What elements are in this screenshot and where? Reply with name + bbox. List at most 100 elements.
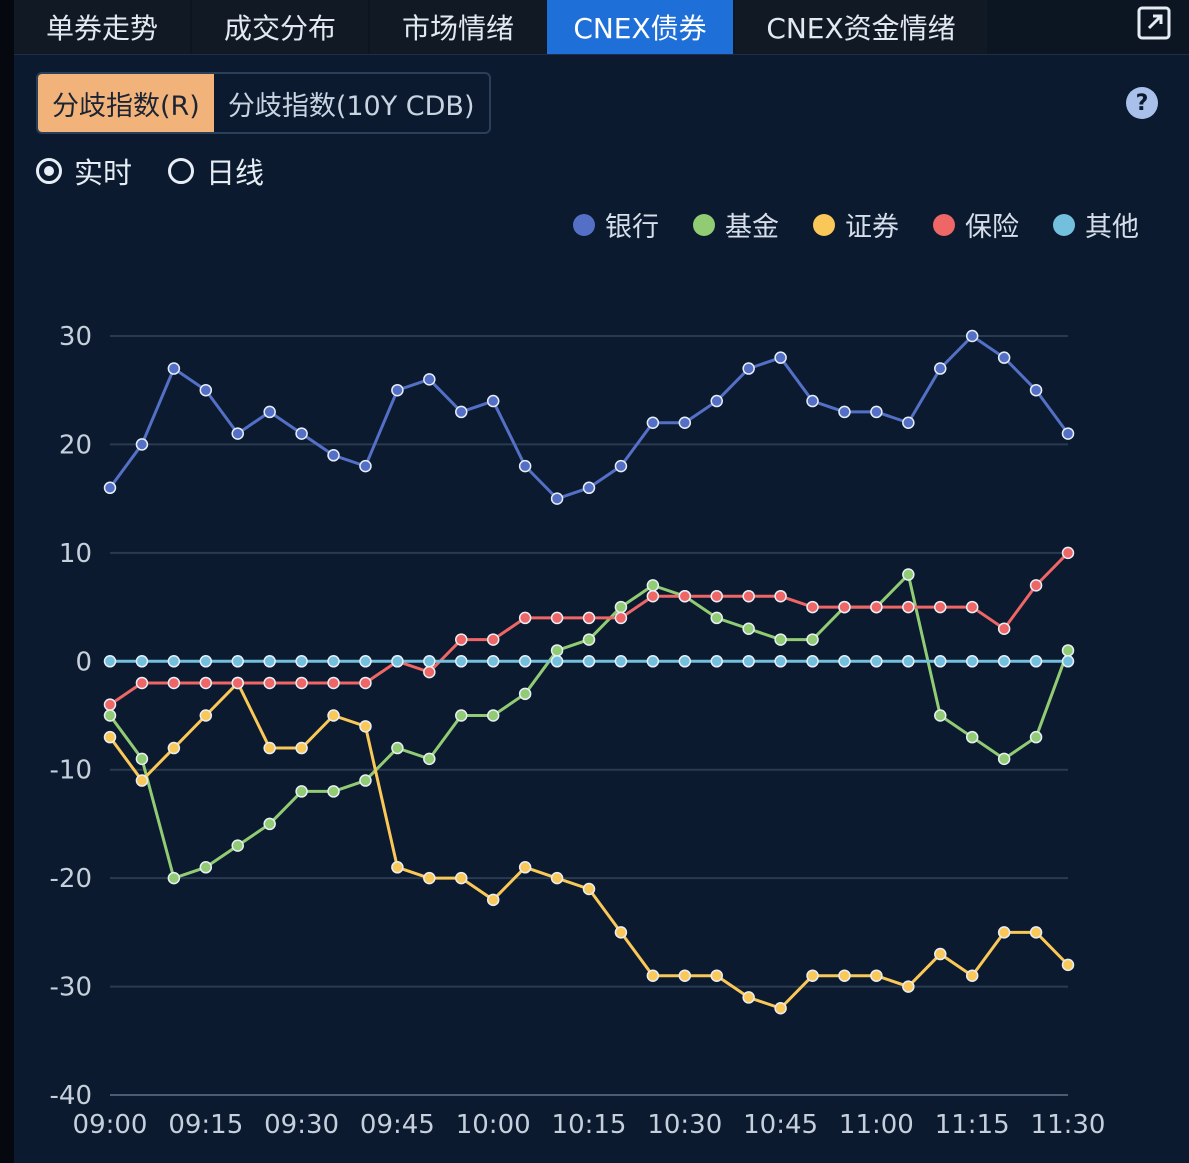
data-point: [870, 655, 883, 668]
tab-single-bond-trend[interactable]: 单券走势: [14, 0, 190, 54]
data-point: [423, 665, 436, 679]
data-point: [965, 730, 979, 744]
data-point: [295, 785, 308, 798]
data-point: [902, 980, 915, 993]
x-tick-label: 09:15: [168, 1110, 243, 1140]
data-point: [103, 730, 117, 744]
radio-checked-icon: [36, 158, 62, 184]
data-point: [1029, 383, 1043, 397]
legend-item[interactable]: 保险: [933, 205, 1019, 244]
data-point: [838, 600, 851, 614]
x-tick-label: 11:00: [839, 1110, 914, 1140]
data-point: [614, 459, 628, 473]
data-point: [965, 600, 979, 614]
data-point: [359, 676, 372, 690]
radio-realtime[interactable]: 实时: [36, 150, 132, 192]
tab-market-sentiment[interactable]: 市场情绪: [370, 0, 546, 54]
data-point: [167, 871, 181, 885]
expand-icon[interactable]: [1137, 6, 1171, 40]
data-point: [167, 655, 181, 668]
data-point: [742, 991, 755, 1004]
data-point: [231, 427, 244, 440]
period-radio-group: 实时 日线: [36, 150, 300, 192]
data-point: [391, 383, 404, 397]
tab-cnex-funding-sentiment[interactable]: CNEX资金情绪: [735, 0, 987, 54]
data-point: [678, 969, 692, 982]
data-point: [838, 405, 851, 419]
data-point: [902, 600, 915, 614]
legend-color-icon: [813, 213, 835, 236]
data-point: [550, 871, 564, 885]
data-point: [518, 655, 532, 668]
data-point: [678, 416, 692, 429]
data-point: [103, 481, 117, 495]
data-point: [455, 633, 468, 646]
data-point: [135, 752, 149, 766]
data-point: [359, 459, 372, 473]
data-point: [518, 861, 532, 874]
tab-trade-distribution[interactable]: 成交分布: [192, 0, 368, 54]
legend-item[interactable]: 其他: [1053, 205, 1139, 244]
legend-label: 证券: [845, 212, 899, 243]
data-point: [934, 600, 947, 614]
data-point: [646, 589, 660, 603]
data-point: [806, 394, 819, 408]
data-point: [455, 655, 468, 668]
data-point: [870, 600, 883, 614]
data-point: [135, 655, 149, 668]
radio-daily[interactable]: 日线: [168, 150, 264, 192]
x-tick-label: 09:30: [264, 1110, 339, 1140]
data-point: [167, 362, 181, 375]
data-point: [1029, 926, 1043, 939]
data-point: [997, 351, 1011, 364]
data-point: [486, 394, 500, 408]
help-icon[interactable]: ?: [1126, 87, 1158, 119]
legend-item[interactable]: 银行: [573, 205, 659, 244]
y-tick-label: 30: [59, 322, 92, 352]
legend-label: 银行: [605, 212, 659, 243]
data-point: [1029, 730, 1043, 744]
data-point: [646, 579, 660, 592]
data-point: [1061, 427, 1075, 440]
data-point: [1029, 579, 1043, 592]
x-tick-label: 09:00: [73, 1110, 148, 1140]
data-point: [199, 709, 213, 722]
legend-color-icon: [693, 213, 715, 236]
legend-label: 其他: [1085, 212, 1139, 243]
data-point: [263, 741, 276, 755]
data-point: [710, 589, 723, 603]
data-point: [678, 655, 692, 668]
data-point: [934, 362, 947, 375]
y-tick-label: 20: [59, 430, 92, 460]
data-point: [934, 655, 947, 668]
data-point: [646, 655, 660, 668]
segment-divergence-index-r[interactable]: 分歧指数(R): [38, 74, 214, 132]
data-point: [486, 893, 500, 907]
data-point: [167, 741, 181, 755]
data-point: [423, 871, 436, 885]
legend-item[interactable]: 证券: [813, 205, 899, 244]
data-point: [582, 611, 596, 625]
legend-item[interactable]: 基金: [693, 205, 779, 244]
radio-unchecked-icon: [168, 158, 195, 184]
data-point: [774, 1002, 787, 1015]
data-point: [806, 655, 819, 668]
x-tick-label: 10:15: [552, 1110, 627, 1140]
data-point: [135, 774, 149, 787]
chart-legend: 银行 基金 证券 保险 其他: [539, 205, 1139, 244]
data-point: [263, 405, 276, 419]
data-point: [327, 655, 340, 668]
segment-divergence-index-10y-cdb[interactable]: 分歧指数(10Y CDB): [227, 90, 475, 122]
tab-cnex-bond[interactable]: CNEX债券: [547, 0, 733, 54]
y-tick-label: 0: [75, 647, 92, 677]
legend-color-icon: [933, 213, 955, 236]
data-point: [806, 969, 819, 982]
data-point: [678, 589, 692, 603]
data-point: [582, 481, 596, 495]
data-point: [486, 655, 500, 668]
data-point: [167, 676, 181, 690]
y-tick-label: -40: [50, 1081, 92, 1111]
data-point: [870, 969, 883, 982]
x-tick-label: 11:15: [935, 1110, 1010, 1140]
